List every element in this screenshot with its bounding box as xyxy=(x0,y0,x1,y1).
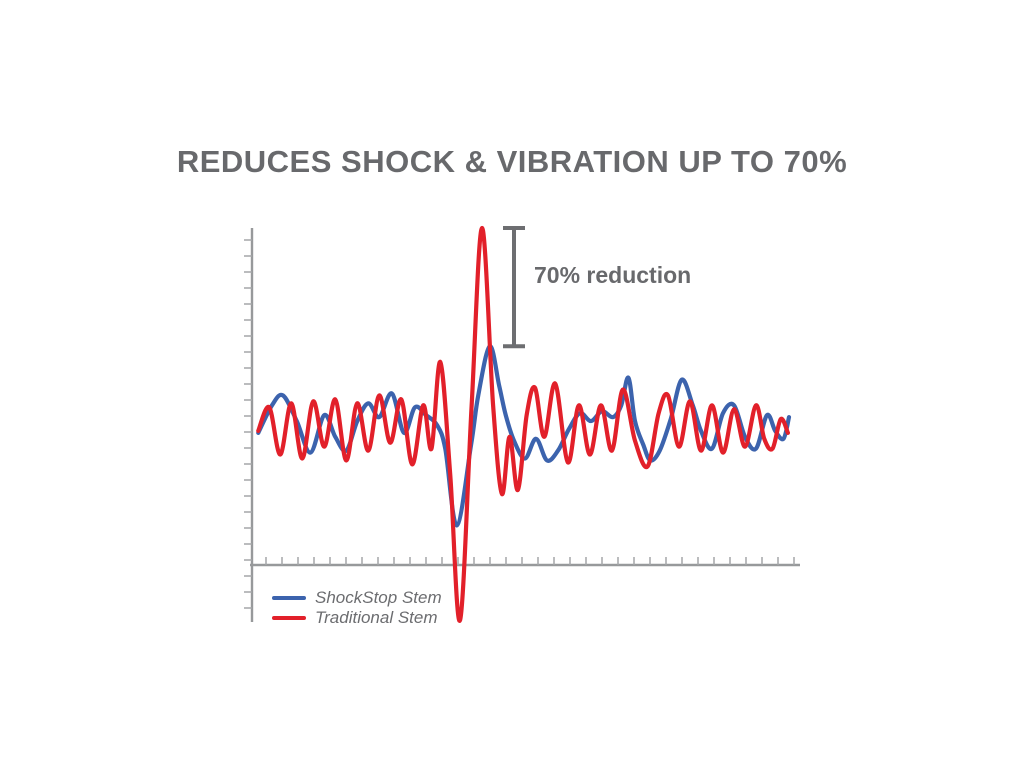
chart-legend: ShockStop Stem Traditional Stem xyxy=(272,588,442,628)
traditional-line-swatch xyxy=(272,616,306,620)
reduction-annotation-label: 70% reduction xyxy=(534,262,692,288)
shockstop-line-swatch xyxy=(272,596,306,600)
chart-title: REDUCES SHOCK & VIBRATION UP TO 70% xyxy=(176,144,848,179)
legend-label-shockstop: ShockStop Stem xyxy=(315,588,442,607)
legend-item-shockstop: ShockStop Stem xyxy=(272,588,442,608)
legend-label-traditional: Traditional Stem xyxy=(315,608,438,627)
traditional-series-line xyxy=(256,225,790,623)
legend-item-traditional: Traditional Stem xyxy=(272,608,442,628)
